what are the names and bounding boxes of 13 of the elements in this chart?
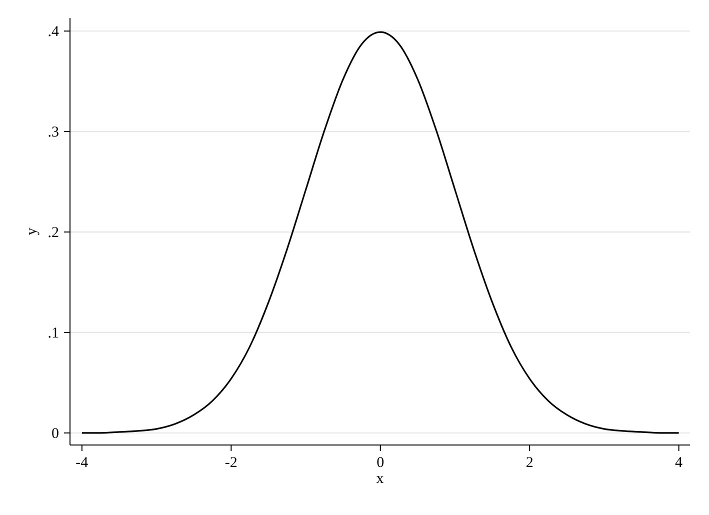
y-tick-label: .1 (48, 325, 59, 342)
y-tick-label: .2 (48, 225, 59, 241)
y-tick-label: .3 (48, 124, 59, 141)
x-axis-title: x (376, 471, 384, 487)
y-axis-title: y (24, 227, 40, 236)
y-tick-label: .4 (48, 24, 60, 40)
x-tick-label: 0 (376, 455, 384, 471)
y-tick-label: 0 (52, 426, 59, 442)
x-tick-label: 4 (675, 455, 684, 471)
x-tick-label: 2 (526, 455, 534, 471)
line-series (81, 31, 680, 434)
x-tick-label: -4 (76, 455, 89, 471)
x-tick-label: -2 (224, 455, 238, 471)
